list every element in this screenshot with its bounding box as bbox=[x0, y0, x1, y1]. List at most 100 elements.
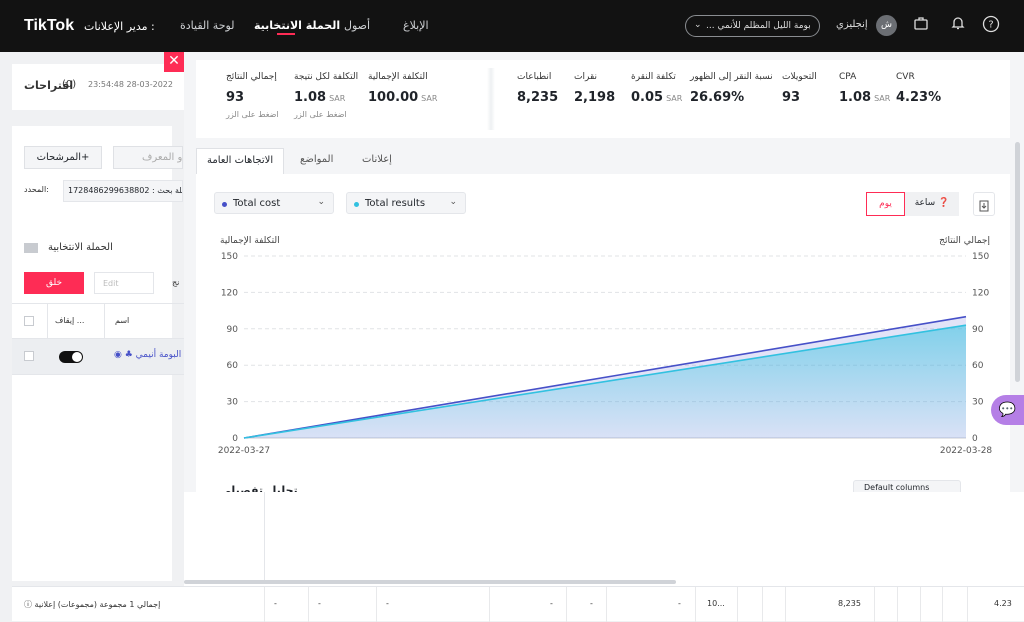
filters-button[interactable]: المرشحات+ bbox=[24, 146, 102, 169]
campaign-icons: ◉ ♣ bbox=[114, 350, 136, 360]
metric-cost-per-result: التكلفة لكل نتيجة 1.08 SAR اضغط على الزر bbox=[294, 72, 358, 119]
table-row[interactable]: ◉ ♣ البومة أنيمي bbox=[12, 339, 184, 375]
toggle-hour-label: ساعة bbox=[914, 198, 936, 208]
metric-value: 4.23% bbox=[896, 90, 942, 105]
chevron-down-icon: ⌄ bbox=[449, 197, 457, 207]
y-tick-right: 30 bbox=[972, 398, 984, 408]
column-divider bbox=[264, 587, 265, 622]
column-divider bbox=[762, 587, 763, 622]
select-all-checkbox[interactable] bbox=[24, 316, 34, 326]
nav-reporting[interactable]: الإبلاغ bbox=[403, 19, 429, 32]
tab-placements[interactable]: المواضع bbox=[300, 154, 334, 165]
y-tick-right: 120 bbox=[972, 288, 989, 298]
col-status-header[interactable]: إيقاف ... bbox=[55, 316, 85, 325]
x-tick-label: 2022-03-27 bbox=[218, 446, 270, 456]
tab-ads[interactable]: إعلانات bbox=[362, 154, 392, 165]
help-icon[interactable]: ? bbox=[981, 15, 1001, 35]
chart-series bbox=[243, 315, 967, 439]
chart-x-ticks: 2022-03-27 2022-03-28 bbox=[218, 446, 993, 456]
y-tick-right: 60 bbox=[972, 361, 984, 371]
metric-value: 26.69% bbox=[690, 90, 745, 105]
bell-icon[interactable] bbox=[948, 15, 968, 35]
column-divider bbox=[785, 587, 786, 622]
toggle-hour[interactable]: ساعة ❓ bbox=[905, 192, 959, 216]
column-divider bbox=[308, 587, 309, 622]
edit-button[interactable]: Edit bbox=[94, 272, 154, 294]
metric-number: 0.05 bbox=[631, 90, 664, 105]
column-divider bbox=[376, 587, 377, 622]
nav-campaign[interactable]: الحملة الانتخابية bbox=[254, 19, 341, 32]
chat-icon: 💬 bbox=[998, 402, 1017, 418]
account-name: ... بومة الليل المظلم للأنمي bbox=[706, 21, 811, 31]
metric-impressions: انطباعات 8,235 bbox=[517, 72, 558, 105]
close-drawer-button[interactable]: ✕ bbox=[164, 52, 184, 72]
help-icon: ❓ bbox=[938, 198, 950, 208]
metric-label: نقرات bbox=[574, 72, 597, 82]
suggestions-label: اقتراحات bbox=[24, 79, 74, 92]
toggle-day[interactable]: يوم bbox=[866, 192, 905, 216]
nav-dashboard[interactable]: لوحة القيادة bbox=[180, 19, 235, 32]
chat-support-button[interactable]: 💬 bbox=[991, 395, 1024, 425]
metric-label: انطباعات bbox=[517, 72, 552, 82]
y-tick-left: 0 bbox=[232, 434, 238, 444]
y-axis-right-label: إجمالي النتائج bbox=[939, 236, 990, 246]
avatar[interactable]: ش bbox=[876, 15, 897, 36]
x-tick-label: 2022-03-28 bbox=[940, 446, 993, 456]
briefcase-icon[interactable] bbox=[911, 15, 931, 35]
metric-value: 1.08 SAR bbox=[839, 90, 890, 105]
metric-label: التكلفة الإجمالية bbox=[368, 72, 428, 82]
nav-assets[interactable]: أصول bbox=[344, 19, 371, 32]
campaign-name-link[interactable]: ◉ ♣ البومة أنيمي bbox=[114, 350, 181, 360]
metric-clicks: نقرات 2,198 bbox=[574, 72, 615, 105]
metric-select-cost[interactable]: Total cost ⌄ bbox=[214, 192, 334, 214]
totals-label-text: إجمالي 1 مجموعة (مجموعات) إعلانية bbox=[34, 600, 161, 609]
total-cell: - bbox=[274, 599, 277, 608]
column-divider bbox=[606, 587, 607, 622]
download-icon[interactable] bbox=[973, 192, 995, 216]
tiktok-logo[interactable]: TikTok bbox=[24, 17, 75, 34]
select-value: Total results bbox=[365, 198, 426, 209]
series-line-total-results bbox=[243, 324, 967, 439]
status-toggle[interactable] bbox=[59, 351, 83, 363]
drawer-scrollbar[interactable] bbox=[1015, 142, 1020, 382]
column-divider bbox=[264, 492, 265, 582]
metric-sub: اضغط على الزر bbox=[226, 110, 279, 119]
col-name-header[interactable]: اسم bbox=[115, 316, 130, 325]
language-switch[interactable]: إنجليزي bbox=[836, 19, 868, 30]
y-tick-left: 150 bbox=[221, 252, 238, 262]
info-icon: ⓘ bbox=[24, 600, 35, 609]
total-cell: 10... bbox=[707, 599, 725, 608]
row-checkbox[interactable] bbox=[24, 351, 34, 361]
series-color-dot bbox=[354, 202, 359, 207]
total-cell: - bbox=[678, 599, 681, 608]
svg-text:?: ? bbox=[988, 20, 993, 31]
column-divider bbox=[47, 304, 48, 340]
metric-label: CPA bbox=[839, 72, 857, 82]
y-tick-left: 90 bbox=[227, 325, 239, 335]
chart-tick-labels: 0 0 30 30 60 60 90 90 120 120 150 150 bbox=[221, 252, 990, 444]
y-axis-left-label: التكلفة الإجمالية bbox=[220, 236, 280, 246]
metric-label: التحويلات bbox=[782, 72, 817, 82]
search-chip[interactable]: حملة بحث : 1728486299638802 bbox=[63, 180, 183, 202]
metric-label: إجمالي النتائج bbox=[226, 72, 277, 82]
campaign-detail-drawer: إجمالي النتائج 93 اضغط على الزر التكلفة لك… bbox=[184, 52, 1024, 492]
columns-select[interactable]: Default columns bbox=[853, 480, 961, 492]
metric-label: CVR bbox=[896, 72, 915, 82]
metric-select-results[interactable]: Total results ⌄ bbox=[346, 192, 466, 214]
account-selector[interactable]: ⌄ ... بومة الليل المظلم للأنمي bbox=[685, 15, 820, 37]
column-divider bbox=[489, 587, 490, 622]
search-input[interactable]: سم أو المعرف bbox=[113, 146, 183, 169]
create-button[interactable]: خلق bbox=[24, 272, 84, 294]
column-divider bbox=[967, 587, 968, 622]
detail-tabs: الاتجاهات العامة المواضع إعلانات bbox=[196, 148, 1010, 174]
metrics-summary: إجمالي النتائج 93 اضغط على الزر التكلفة لك… bbox=[196, 60, 1010, 138]
campaign-section-title: الحملة الانتخابية bbox=[48, 242, 113, 253]
total-cell: - bbox=[386, 599, 389, 608]
horizontal-scrollbar[interactable] bbox=[184, 580, 676, 584]
y-tick-right: 150 bbox=[972, 252, 989, 262]
metric-total-cost: التكلفة الإجمالية 100.00 SAR bbox=[368, 72, 437, 105]
metric-sub: اضغط على الزر bbox=[294, 110, 347, 119]
tab-overall-trends[interactable]: الاتجاهات العامة bbox=[196, 148, 285, 174]
folder-icon bbox=[24, 243, 38, 253]
